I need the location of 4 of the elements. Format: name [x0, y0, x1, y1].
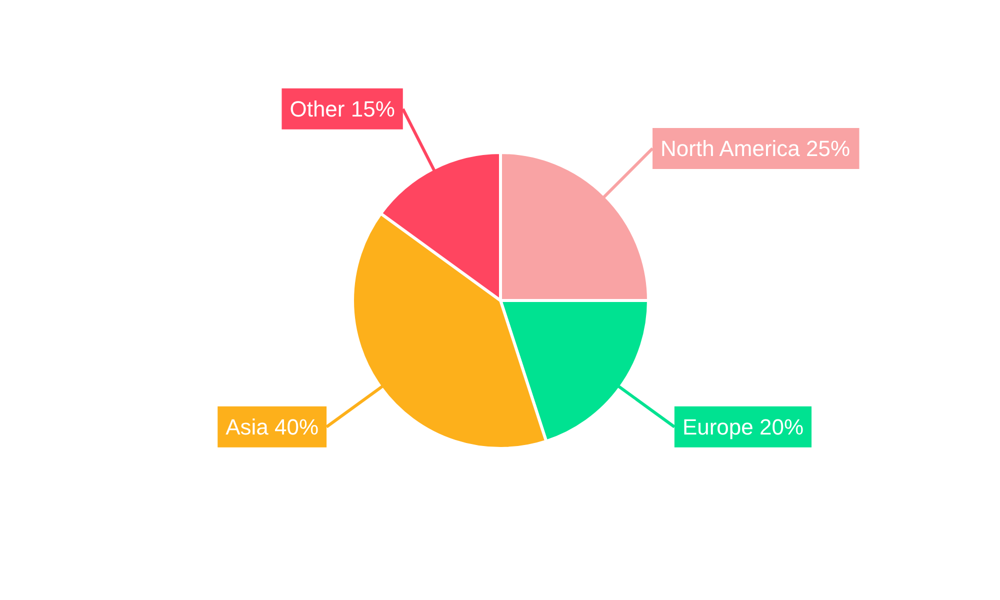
slice-label: Other 15% — [290, 96, 395, 122]
slice-label: Asia 40% — [226, 414, 319, 440]
slice-label: North America 25% — [660, 136, 850, 161]
slice-label: Europe 20% — [682, 414, 804, 440]
